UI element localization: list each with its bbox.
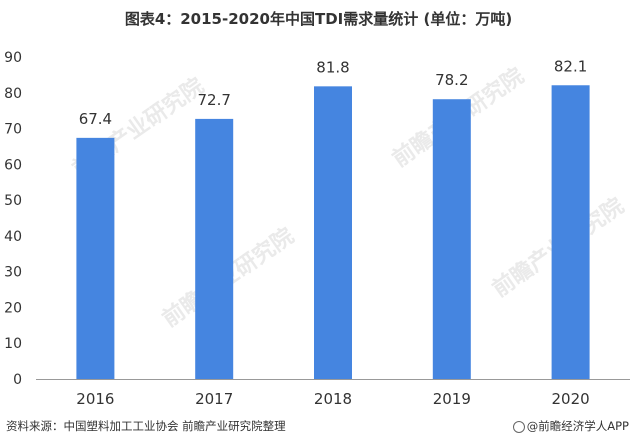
y-tick-label: 0	[13, 372, 22, 388]
data-label: 82.1	[554, 57, 587, 75]
y-tick-label: 10	[4, 336, 22, 352]
y-tick-label: 40	[4, 229, 22, 245]
bar	[551, 85, 590, 380]
bar	[76, 137, 115, 379]
brand-credit: @前瞻经济学人APP	[512, 418, 629, 434]
x-tick-label: 2016	[76, 390, 114, 408]
brand-icon	[512, 421, 525, 433]
y-tick-label: 60	[4, 157, 22, 173]
source-note: 资料来源：中国塑料加工工业协会 前瞻产业研究院整理	[6, 419, 286, 433]
y-tick-label: 50	[4, 193, 22, 209]
data-label: 81.8	[316, 58, 349, 76]
data-label: 67.4	[79, 110, 112, 128]
y-tick-label: 20	[4, 300, 22, 316]
data-label: 72.7	[197, 91, 230, 109]
bar	[195, 118, 234, 379]
y-tick-label: 70	[4, 122, 22, 138]
x-tick-label: 2017	[195, 390, 233, 408]
chart-title: 图表4：2015-2020年中国TDI需求量统计 (单位：万吨)	[124, 10, 513, 28]
x-tick-label: 2018	[314, 390, 352, 408]
y-tick-label: 30	[4, 265, 22, 281]
x-tick-label: 2020	[552, 390, 590, 408]
brand-label: @前瞻经济学人APP	[526, 419, 629, 433]
y-tick-label: 80	[4, 86, 22, 102]
bar	[314, 86, 352, 380]
x-tick-label: 2019	[433, 390, 471, 408]
y-tick-label: 90	[4, 50, 22, 66]
data-label: 78.2	[435, 71, 468, 89]
bar	[432, 99, 471, 380]
